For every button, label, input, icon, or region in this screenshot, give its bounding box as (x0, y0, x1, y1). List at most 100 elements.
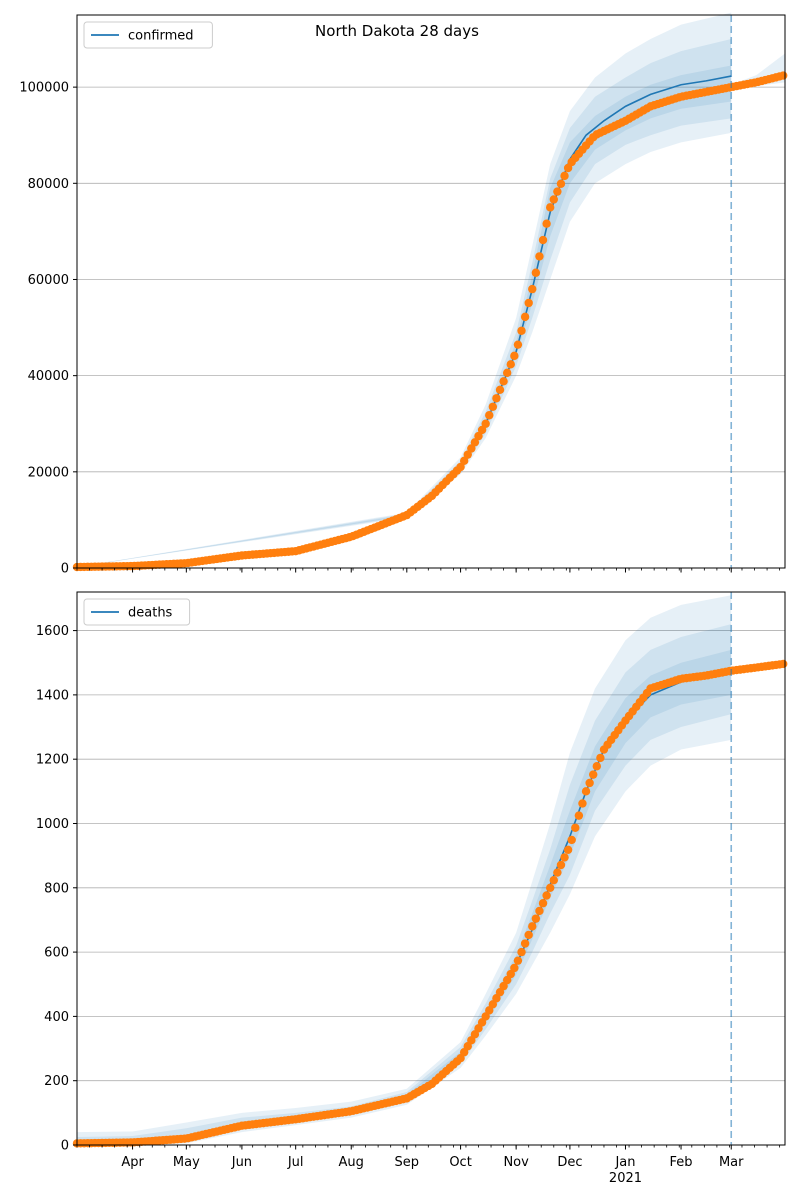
observed-point (779, 71, 788, 80)
observed-point (560, 171, 569, 181)
x-tick-label: Oct (449, 1155, 471, 1170)
observed-point (538, 899, 548, 908)
legend: deaths (83, 598, 191, 626)
observed-point (553, 868, 562, 877)
observed-point (535, 252, 544, 261)
observed-point (538, 235, 548, 245)
legend-label: confirmed (128, 29, 194, 44)
uncertainty-band (77, 624, 732, 1145)
legend-box (83, 21, 213, 49)
x-tick-label: Feb (670, 1155, 693, 1170)
observed-point (535, 906, 544, 916)
axes-frame (76, 591, 786, 1146)
observed-point (524, 298, 533, 308)
observed-point (520, 312, 530, 322)
observed-point (485, 411, 494, 420)
observed-point (510, 351, 519, 361)
observed-point (467, 444, 476, 453)
x-year-label: 2021 (609, 1171, 642, 1186)
observed-point (481, 1012, 490, 1021)
observed-point (556, 179, 566, 188)
y-tick-label: 1200 (36, 753, 69, 768)
observed-point (474, 431, 483, 441)
observed-point (488, 402, 498, 411)
observed-point (470, 438, 480, 447)
observed-point (517, 947, 526, 957)
uncertainty-band (77, 595, 732, 1145)
observed-point (506, 360, 515, 369)
observed-point (488, 1000, 498, 1009)
observed-point (528, 922, 537, 931)
observed-point (596, 753, 605, 763)
y-tick-label: 800 (44, 881, 69, 896)
x-tick-label: Jan (614, 1155, 635, 1170)
y-tick-label: 1400 (36, 688, 69, 703)
x-tick-label: Mar (719, 1155, 744, 1170)
deaths-panel: 0 200 400 600 800 1000 1200 1400 1600 Apr May Jun Ju… (36, 591, 788, 1186)
y-tick-label: 100000 (19, 81, 69, 96)
y-tick-label: 40000 (28, 369, 69, 384)
observed-point (545, 203, 555, 212)
x-tick-label: Aug (339, 1155, 364, 1170)
observed-point (513, 956, 523, 965)
observed-point (549, 875, 558, 885)
y-tick-label: 400 (44, 1010, 69, 1025)
legend: confirmed (83, 21, 213, 49)
observed-point (549, 195, 558, 204)
observed-point (459, 456, 469, 466)
y-tick-label: 0 (61, 562, 69, 577)
observed-point (456, 462, 465, 472)
observed-point (531, 268, 541, 277)
observed-point (779, 659, 788, 669)
observed-point (513, 340, 523, 349)
observed-point (567, 835, 576, 845)
figure-title: North Dakota 28 days (315, 22, 479, 40)
observed-point (528, 284, 537, 294)
legend-box (83, 598, 191, 626)
observed-series (72, 71, 788, 572)
x-tick-label: May (173, 1155, 200, 1170)
observed-point (581, 787, 591, 796)
observed-point (495, 987, 505, 997)
observed-point (578, 799, 587, 808)
observed-point (506, 969, 515, 979)
confirmed-panel: 0 20000 40000 60000 80000 100000 confirmed (19, 12, 788, 577)
y-tick-label: 600 (44, 946, 69, 961)
y-tick-label: 60000 (28, 273, 69, 288)
observed-point (556, 860, 566, 870)
observed-point (542, 891, 551, 900)
observed-point (463, 450, 472, 459)
x-tick-label: Apr (121, 1155, 144, 1170)
observed-point (492, 994, 501, 1003)
observed-point (499, 377, 508, 386)
axes-frame (76, 14, 786, 569)
observed-point (502, 368, 512, 378)
observed-point (563, 845, 573, 854)
observed-point (574, 811, 584, 820)
observed-point (481, 419, 490, 428)
observed-point (502, 975, 512, 985)
y-tick-label: 0 (61, 1139, 69, 1154)
observed-point (589, 770, 598, 779)
observed-point (492, 394, 501, 403)
legend-label: deaths (128, 606, 173, 621)
y-tick-label: 200 (44, 1074, 69, 1089)
observed-point (553, 187, 562, 196)
observed-point (485, 1006, 494, 1015)
y-tick-label: 80000 (28, 177, 69, 192)
observed-point (524, 930, 533, 940)
x-tick-label: Sep (395, 1155, 420, 1170)
x-tick-label: Jul (287, 1155, 304, 1170)
observed-point (531, 914, 541, 923)
y-tick-label: 1600 (36, 624, 69, 639)
y-tick-label: 1000 (36, 817, 69, 832)
y-tick-label: 20000 (28, 465, 69, 480)
observed-point (592, 762, 601, 771)
observed-point (520, 939, 530, 948)
x-tick-label: Jun (231, 1155, 252, 1170)
observed-point (585, 778, 594, 788)
observed-point (477, 425, 487, 435)
observed-point (517, 326, 526, 335)
observed-point (495, 385, 505, 394)
